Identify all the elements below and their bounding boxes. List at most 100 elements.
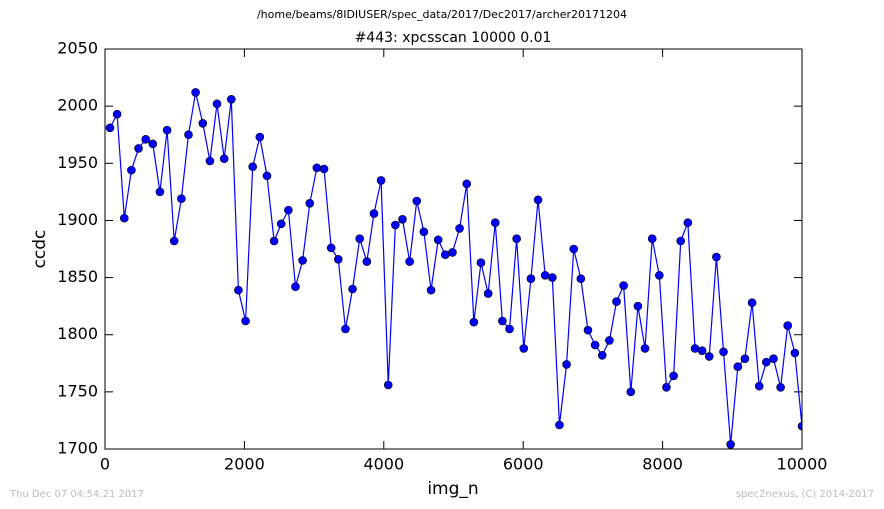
- data-point: [597, 350, 607, 360]
- data-point: [291, 282, 300, 292]
- data-point: [719, 347, 728, 357]
- data-point: [341, 324, 350, 334]
- data-point: [626, 387, 636, 397]
- data-point: [398, 214, 407, 224]
- data-point: [241, 316, 250, 326]
- chart-title: #443: xpcsscan 10000 0.01: [355, 30, 552, 46]
- x-tick-label: 4000: [363, 455, 404, 474]
- data-point: [105, 123, 115, 133]
- y-tick-label: 1700: [57, 439, 98, 458]
- x-tick-label: 8000: [642, 455, 683, 474]
- data-point: [683, 218, 693, 228]
- data-point: [583, 325, 593, 335]
- data-point: [505, 324, 514, 334]
- x-axis-label: img_n: [427, 479, 478, 499]
- data-point: [269, 236, 279, 246]
- data-point: [184, 130, 193, 140]
- data-point: [426, 285, 436, 295]
- data-point: [169, 236, 179, 246]
- data-point: [647, 234, 657, 244]
- data-point: [697, 346, 707, 356]
- data-point: [762, 357, 771, 367]
- y-tick-label: 1850: [57, 267, 98, 286]
- data-point: [533, 195, 543, 205]
- data-point: [226, 94, 236, 104]
- data-point: [127, 165, 136, 175]
- data-point: [312, 163, 322, 173]
- data-point: [355, 234, 364, 244]
- data-point: [590, 340, 600, 350]
- data-point: [198, 118, 208, 128]
- data-point: [255, 132, 265, 142]
- data-point: [540, 270, 550, 280]
- data-point: [548, 273, 557, 282]
- data-point: [490, 218, 500, 228]
- x-tick-label: 6000: [503, 455, 544, 474]
- data-point: [433, 235, 443, 245]
- data-point: [576, 274, 586, 284]
- data-point: [319, 164, 329, 174]
- x-tick-label: 2000: [224, 455, 265, 474]
- data-point: [662, 382, 671, 392]
- data-point: [305, 198, 315, 208]
- x-tick-label: 0: [100, 455, 110, 474]
- footer-credit: spec2nexus, (C) 2014-2017: [736, 489, 874, 500]
- data-point: [676, 236, 686, 246]
- data-point: [754, 381, 764, 391]
- data-point: [655, 270, 664, 280]
- data-point: [476, 258, 486, 268]
- data-point: [141, 134, 151, 144]
- data-point: [797, 421, 802, 431]
- data-point: [348, 284, 357, 294]
- data-point: [669, 371, 678, 381]
- data-point: [134, 144, 143, 153]
- data-point: [455, 224, 464, 233]
- data-point: [112, 109, 122, 119]
- data-point: [448, 248, 457, 257]
- data-point: [162, 125, 172, 135]
- suptitle: /home/beams/8IDIUSER/spec_data/2017/Dec2…: [257, 8, 627, 21]
- data-point: [284, 205, 293, 215]
- data-point: [483, 289, 493, 298]
- data-point: [783, 321, 793, 330]
- data-point: [205, 156, 215, 166]
- data-point: [362, 257, 372, 266]
- data-point: [726, 440, 735, 449]
- data-point: [234, 285, 243, 295]
- data-point: [633, 301, 643, 311]
- data-point: [391, 220, 400, 230]
- data-point: [555, 420, 564, 430]
- data-point: [740, 354, 750, 364]
- data-point: [498, 316, 507, 326]
- y-axis-label: ccdc: [30, 230, 50, 269]
- data-point: [120, 213, 129, 223]
- plot-area: [105, 88, 802, 449]
- data-point: [191, 88, 200, 97]
- footer-date: Thu Dec 07 04:54:21 2017: [9, 489, 144, 500]
- y-tick-label: 1900: [57, 210, 98, 229]
- data-point: [248, 162, 257, 172]
- y-tick-label: 1800: [57, 324, 98, 343]
- data-point: [177, 194, 186, 204]
- data-point: [462, 179, 472, 189]
- data-point: [619, 281, 628, 290]
- data-point: [148, 139, 158, 149]
- data-point: [733, 362, 743, 372]
- data-point: [569, 244, 579, 254]
- x-tick-label: 10000: [777, 455, 828, 474]
- data-point: [419, 227, 429, 237]
- data-point: [262, 171, 272, 181]
- data-point: [405, 257, 414, 266]
- data-point: [605, 336, 614, 345]
- y-tick-label: 1750: [57, 381, 98, 400]
- data-point: [376, 176, 386, 185]
- data-point: [440, 250, 450, 260]
- data-point: [747, 298, 757, 308]
- data-point: [155, 187, 165, 197]
- data-point: [369, 209, 379, 218]
- data-point: [298, 256, 307, 265]
- data-point: [333, 254, 343, 264]
- data-point: [512, 234, 521, 244]
- y-tick-label: 2000: [57, 96, 98, 115]
